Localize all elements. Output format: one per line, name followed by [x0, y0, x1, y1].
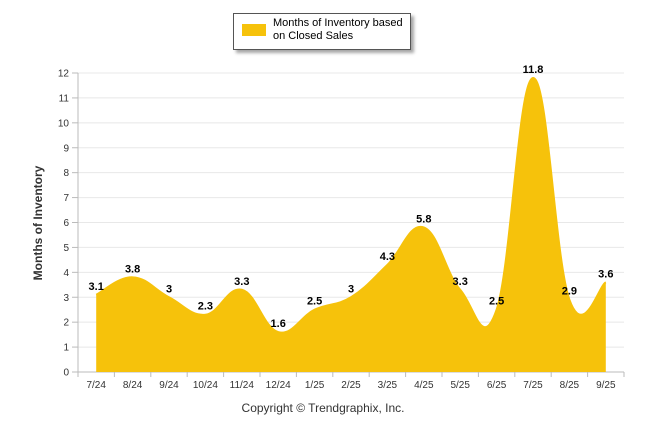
- y-tick-label: 1: [63, 343, 69, 354]
- x-tick-label: 11/24: [230, 380, 255, 391]
- x-tick-label: 5/25: [450, 380, 470, 391]
- x-tick-label: 8/25: [560, 380, 580, 391]
- y-tick-label: 7: [63, 193, 69, 204]
- data-label: 3: [348, 283, 354, 295]
- area-series: [95, 76, 607, 372]
- legend-swatch: [242, 24, 266, 36]
- y-tick-label: 8: [63, 168, 69, 179]
- data-label: 3.1: [89, 281, 104, 293]
- y-tick-label: 5: [63, 243, 69, 254]
- y-tick-label: 12: [58, 69, 70, 80]
- x-tick-label: 6/25: [487, 380, 507, 391]
- data-label: 2.9: [562, 286, 577, 298]
- area-line: [95, 76, 607, 334]
- data-label: 3: [166, 283, 172, 295]
- y-tick-label: 3: [63, 293, 69, 304]
- x-tick-label: 10/24: [193, 380, 218, 391]
- x-tick-label: 2/25: [341, 380, 361, 391]
- y-tick-label: 6: [63, 218, 69, 229]
- x-tick-label: 9/24: [159, 380, 179, 391]
- data-label: 4.3: [380, 251, 395, 263]
- y-tick-label: 4: [63, 268, 69, 279]
- y-tick-label: 11: [59, 93, 70, 104]
- legend: Months of Inventory based on Closed Sale…: [233, 13, 411, 50]
- x-tick-label: 1/25: [305, 380, 325, 391]
- x-tick-label: 4/25: [414, 380, 434, 391]
- data-label: 5.8: [416, 213, 431, 225]
- data-label: 3.6: [598, 268, 613, 280]
- y-tick-label: 0: [63, 368, 69, 379]
- data-label: 3.3: [234, 276, 249, 288]
- y-tick-label: 10: [58, 118, 70, 129]
- y-tick-label: 2: [63, 318, 69, 329]
- data-label: 3.8: [125, 263, 140, 275]
- data-label: 2.5: [307, 296, 322, 308]
- x-axis-ticks: 7/24 8/24 9/24 10/24 11/24 12/24 1/25 2/25 3/25 4…: [77, 372, 625, 391]
- data-labels: 3.1 3.8 3 2.3 3.3 1.6 2.5 3 4.3 5.8 3.3 2.5 11.8 2.9 3…: [89, 64, 614, 330]
- data-label: 11.8: [523, 64, 544, 76]
- x-tick-label: 8/24: [123, 380, 143, 391]
- x-tick-label: 7/24: [86, 380, 106, 391]
- x-tick-label: 9/25: [596, 380, 616, 391]
- x-tick-label: 3/25: [378, 380, 398, 391]
- area-fill: [96, 77, 606, 372]
- data-label: 2.5: [489, 296, 504, 308]
- x-tick-label: 7/25: [523, 380, 543, 391]
- copyright-footer: Copyright © Trendgraphix, Inc.: [241, 401, 405, 415]
- y-tick-label: 9: [63, 143, 69, 154]
- y-axis-title: Months of Inventory: [31, 165, 45, 281]
- legend-label: Months of Inventory based on Closed Sale…: [273, 17, 403, 42]
- data-label: 2.3: [198, 301, 213, 313]
- x-tick-label: 12/24: [266, 380, 291, 391]
- data-label: 1.6: [271, 318, 286, 330]
- data-label: 3.3: [453, 276, 468, 288]
